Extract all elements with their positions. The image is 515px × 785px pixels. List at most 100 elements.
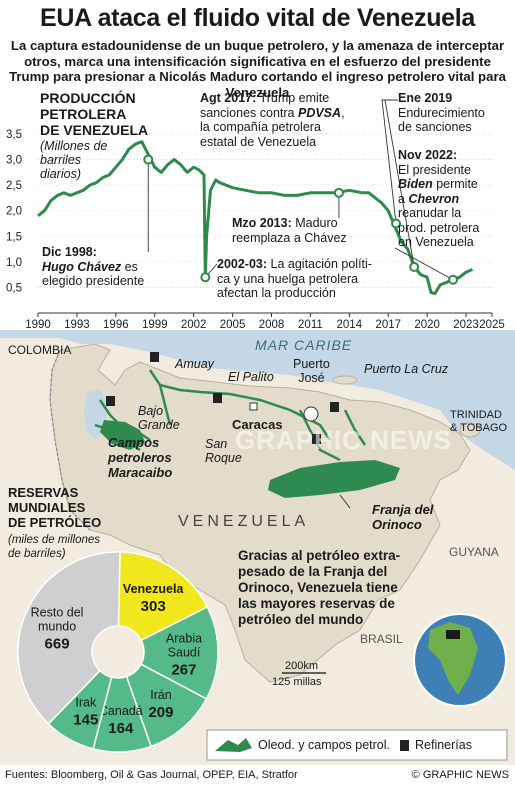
watermark: GRAPHIC NEWS: [235, 425, 453, 455]
orinoco-note: Gracias al petróleo extra- pesado de la …: [238, 548, 400, 628]
label-amuay: Amuay: [175, 357, 214, 371]
legend-refineries-label: Refinerías: [415, 738, 472, 752]
reserves-heading-l3: DE PETRÓLEO: [8, 515, 102, 530]
x-tick-label: 2014: [337, 319, 363, 331]
annotation-2002-03: 2002-03: La agitación políti- ca y una h…: [217, 257, 372, 301]
label-venezuela: VENEZUELA: [178, 513, 310, 530]
event-marker: [333, 187, 344, 198]
trinidad-island: [459, 422, 481, 438]
annotation-dic1998: Dic 1998: Hugo Chávez es elegido preside…: [42, 245, 144, 289]
orinoco-note-l5: petróleo del mundo: [238, 612, 364, 627]
x-tick-label: 2005: [220, 319, 246, 331]
margarita-island: [332, 375, 358, 385]
x-tick-label: 2025: [479, 319, 505, 331]
y-tick-label: 3,5: [6, 129, 22, 141]
orinoco-note-l1: Gracias al petróleo extra-: [238, 548, 401, 563]
label-colombia: COLOMBIA: [8, 343, 72, 357]
donut-slice-value: 669: [45, 636, 70, 653]
label-mar-caribe: MAR CARIBE: [255, 337, 353, 353]
venezuela-map: COLOMBIA MAR CARIBE Amuay El Palito Puer…: [0, 330, 515, 765]
venezuela-land: [49, 343, 471, 683]
chart-unit-line1: (Millones de: [40, 139, 108, 153]
event-marker: [409, 261, 420, 272]
label-bajo-grande-l1: Bajo: [138, 404, 164, 418]
border-colombia: [49, 349, 91, 531]
donut-slice-label: mundo: [38, 620, 76, 634]
legend-fields-label: Oleod. y campos petrol.: [258, 738, 391, 752]
label-trinidad: TRINIDAD & TOBAGO: [450, 409, 507, 435]
donut-slice-value: 303: [141, 598, 166, 615]
y-tick-label: 2,5: [6, 180, 22, 192]
donut-slice-label: Saudí: [168, 646, 201, 660]
annotation-nov2022-chevron: Chevron: [408, 191, 460, 206]
donut-slice: [17, 551, 121, 725]
annotation-nov2022-line6: en Venezuela: [398, 235, 474, 249]
refinery-icon-san-roque: [312, 434, 321, 444]
x-tick-label: 1990: [25, 319, 51, 331]
y-tick-label: 2,0: [6, 206, 22, 218]
annotation-ene2019-date: Ene 2019: [398, 91, 453, 105]
refinery-icon-bajo-grande: [106, 396, 115, 406]
annotation-agt2017: Agt 2017: Trump emite sanciones contra P…: [200, 91, 345, 149]
donut-slice: [139, 605, 219, 700]
legend-refinery-swatch: [400, 740, 409, 751]
annotation-ene2019-line2: de sanciones: [398, 120, 472, 134]
event-marker: [448, 274, 459, 285]
reserves-donut: Venezuela303ArabiaSaudí267Irán209Canadá1…: [17, 551, 219, 753]
label-guyana: GUYANA: [449, 545, 499, 559]
annotation-nov2022-line5: prod. petrolera: [398, 220, 480, 235]
annotation-agt2017-line4: estatal de Venezuela: [200, 134, 317, 149]
label-el-palito: El Palito: [228, 370, 274, 384]
refinery-icon-el-palito: [213, 393, 222, 403]
x-tick-label: 1996: [103, 319, 129, 331]
label-puerto-jose-l1: Puerto: [293, 357, 330, 371]
y-tick-label: 1,5: [6, 231, 22, 243]
chart-unit: (Millones de barriles diarios): [40, 139, 107, 181]
legend-field-swatch: [215, 738, 252, 752]
donut-slice: [117, 551, 209, 642]
donut-slice-value: 267: [171, 662, 196, 679]
map-legend-box: [206, 729, 508, 761]
label-franja-l1: Franja del: [372, 502, 434, 517]
annotation-ene2019-line1: Endurecimiento: [398, 105, 485, 120]
x-tick-label: 1999: [142, 319, 168, 331]
label-puerto-la-cruz: Puerto La Cruz: [364, 362, 449, 376]
maracaibo-field-area: [100, 420, 145, 450]
event-marker: [391, 218, 402, 229]
donut-slice-label: Arabia: [166, 632, 202, 646]
label-puerto-jose: Puerto José: [293, 357, 330, 385]
annotation-ene2019: Ene 2019 Endurecimiento de sanciones: [398, 91, 485, 135]
event-marker: [143, 154, 154, 165]
annotation-leader-line: [381, 99, 398, 224]
map-svg: [0, 330, 515, 761]
inset-globe-land: [428, 622, 478, 695]
footer: Fuentes: Bloomberg, Oil & Gas Journal, O…: [0, 766, 515, 785]
annotation-2002-03-line1: La agitación políti-: [267, 257, 372, 271]
x-tick-label: 2011: [298, 319, 323, 331]
annotation-2002-03-date: 2002-03:: [217, 257, 268, 271]
refinery-icons: [106, 352, 339, 444]
puerto-jose-marker: [303, 406, 319, 422]
chart-unit-line2: barriles: [40, 153, 81, 167]
annotation-mzo2013-line1: Maduro: [291, 216, 338, 230]
annotation-nov2022-date: Nov 2022:: [398, 148, 458, 162]
chart-heading-line3: DE VENEZUELA: [40, 122, 149, 138]
orinoco-note-l3: Orinoco, Venezuela tiene: [238, 580, 398, 595]
label-campos-l2: petroleros: [108, 450, 172, 465]
y-tick-label: 0,5: [6, 282, 22, 294]
annotation-nov2022-a: a: [398, 191, 409, 206]
orinoco-note-l2: pesado de la Franja del: [238, 564, 388, 579]
x-tick-label: 2023: [453, 319, 479, 331]
donut-slice-label: Irán: [150, 688, 172, 702]
label-bajo-grande: Bajo Grande: [138, 404, 180, 432]
x-tick-label: 2008: [259, 319, 285, 331]
footer-copyright: © GRAPHIC NEWS: [411, 769, 509, 781]
annotation-mzo2013-date: Mzo 2013:: [232, 216, 292, 230]
label-brasil: BRASIL: [360, 632, 403, 646]
label-puerto-jose-l2: José: [298, 371, 325, 385]
reserves-heading-l1: RESERVAS: [8, 485, 79, 500]
donut-slice-label: Canadá: [99, 704, 143, 718]
label-trinidad-l1: TRINIDAD: [450, 409, 502, 421]
annotation-agt2017-line1: Trump emite: [256, 91, 330, 105]
reserves-unit-l2: de barriles): [8, 548, 66, 560]
